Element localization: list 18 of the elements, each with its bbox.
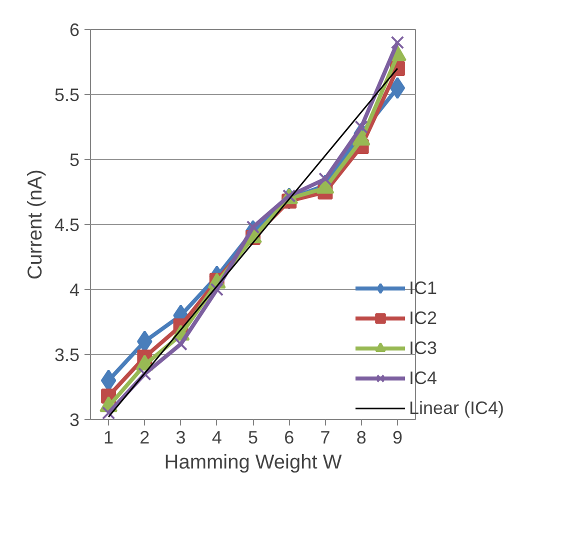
y-tick-label: 5.5 (54, 85, 80, 105)
y-tick-label: 4.5 (54, 215, 80, 235)
x-tick-label: 8 (356, 428, 366, 448)
y-axis-title: Current (nA) (24, 169, 46, 280)
x-tick-label: 9 (392, 428, 402, 448)
x-tick-label: 4 (212, 428, 222, 448)
y-tick-label: 6 (69, 20, 80, 40)
x-tick-label: 5 (248, 428, 258, 448)
y-tick-label: 4 (69, 280, 80, 300)
y-tick-label: 3.5 (54, 345, 80, 365)
x-axis-title: Hamming Weight W (164, 452, 342, 474)
x-tick-label: 2 (140, 428, 150, 448)
x-tick-label: 7 (320, 428, 330, 448)
x-tick-label: 1 (104, 428, 114, 448)
x-tick-label: 6 (284, 428, 294, 448)
x-tick-label: 3 (176, 428, 186, 448)
y-tick-label: 5 (69, 150, 80, 170)
y-tick-label: 3 (69, 410, 80, 430)
